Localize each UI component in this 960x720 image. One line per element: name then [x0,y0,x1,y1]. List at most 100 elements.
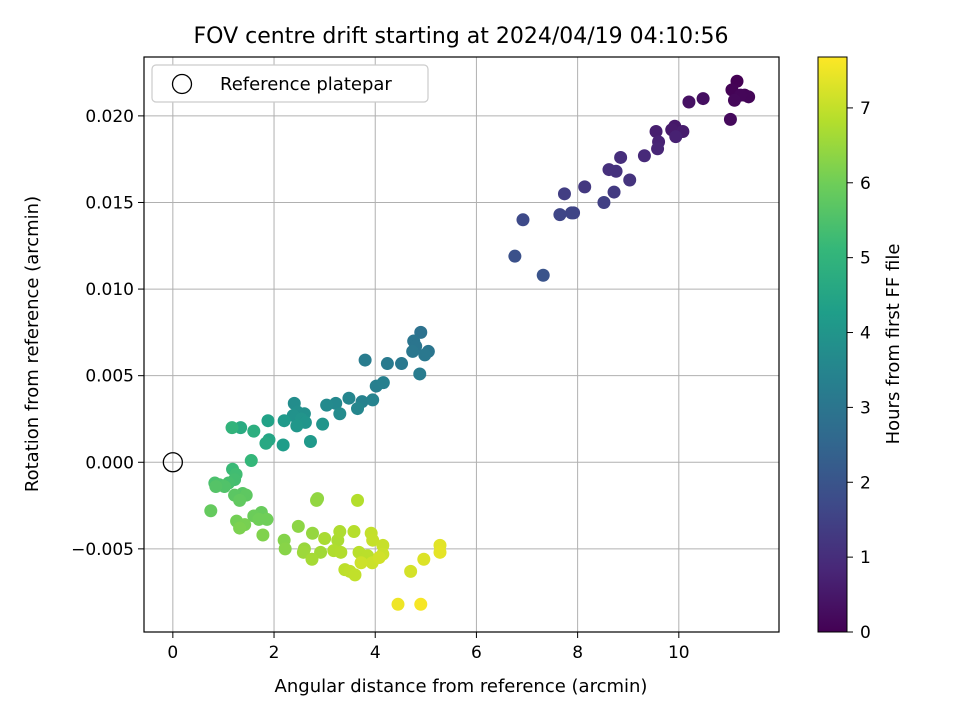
data-point [366,533,380,547]
data-point [256,528,270,542]
data-point [261,414,275,428]
data-point [565,206,579,220]
data-point [320,398,334,412]
data-point [225,421,239,435]
data-point [204,504,218,518]
data-point [414,597,428,611]
colorbar-tick-label: 3 [860,398,871,418]
data-point [276,438,290,452]
colorbar-gradient [817,56,848,633]
data-point [277,414,291,428]
data-point [333,407,347,421]
data-point [414,325,428,339]
data-point [723,112,737,126]
colorbar-tick-label: 0 [860,623,871,643]
data-point [209,480,223,494]
data-point [417,552,431,566]
data-point [578,180,592,194]
y-tick-label: 0.020 [85,107,134,127]
data-point [516,213,530,227]
colorbar: 0 1 2 3 4 5 6 7 Hours from first FF file [817,56,904,643]
data-point [310,493,324,507]
legend-label-reference: Reference platepar [220,74,392,95]
data-point [347,525,361,539]
data-point [316,417,330,431]
data-point [395,357,409,371]
y-tick-label: 0.005 [85,367,134,387]
data-point [342,391,356,405]
data-point [305,526,319,540]
colorbar-label: Hours from first FF file [883,244,904,445]
data-point [391,597,405,611]
data-point [623,173,637,187]
data-point [597,195,611,209]
data-point [669,130,683,144]
data-point [404,564,418,578]
data-point [278,542,292,556]
colorbar-tick-label: 7 [860,99,871,119]
data-points [204,74,756,611]
data-point [354,556,368,570]
data-point [553,208,567,222]
y-tick-label: 0.000 [85,453,134,473]
data-point [333,525,347,539]
data-point [372,551,386,565]
plot-area-frame [143,56,780,633]
data-point [682,95,696,109]
x-tick-label: 4 [370,643,381,663]
data-point [614,150,628,164]
data-point [727,93,741,107]
data-point [260,512,274,526]
y-axis: −0.005 0.000 0.005 0.010 0.015 0.020 [71,107,144,560]
colorbar-tick-label: 4 [860,324,871,344]
x-tick-label: 0 [167,643,178,663]
chart-title: FOV centre drift starting at 2024/04/19 … [194,24,729,49]
x-axis: 0 2 4 6 8 10 [167,632,690,663]
data-point [406,344,420,358]
data-point [609,164,623,178]
data-point [649,124,663,138]
data-point [508,249,522,263]
y-axis-label: Rotation from reference (arcmin) [22,196,43,492]
reference-layer [162,452,183,473]
data-point [351,493,365,507]
legend-box [151,64,429,103]
colorbar-ticks: 0 1 2 3 4 5 6 7 [847,99,871,643]
data-point [247,424,261,438]
x-tick-label: 10 [668,643,690,663]
data-point [259,436,273,450]
data-point [318,531,332,545]
colorbar-tick-label: 6 [860,174,871,194]
data-point [651,142,665,156]
data-point [366,393,380,407]
data-point [244,454,258,468]
data-point [233,521,247,535]
x-tick-label: 6 [471,643,482,663]
data-point [351,402,365,416]
data-point [233,493,247,507]
data-point [305,552,319,566]
data-point [557,187,571,201]
x-axis-label: Angular distance from reference (arcmin) [275,676,648,697]
colorbar-tick-label: 2 [860,473,871,493]
data-point [433,545,447,559]
data-point [303,434,317,448]
colorbar-tick-label: 5 [860,249,871,269]
data-point [376,376,390,390]
data-point [696,92,710,106]
data-point [334,545,348,559]
data-point [380,357,394,371]
data-point [418,348,432,362]
x-tick-label: 2 [269,643,280,663]
legend: Reference platepar [151,64,429,103]
data-point [607,185,621,199]
legend-marker-reference [171,73,193,95]
data-point [536,268,550,282]
colorbar-tick-label: 1 [860,548,871,568]
data-point [348,568,362,582]
y-tick-label: −0.005 [71,540,134,560]
y-tick-label: 0.010 [85,280,134,300]
y-tick-label: 0.015 [85,193,134,213]
